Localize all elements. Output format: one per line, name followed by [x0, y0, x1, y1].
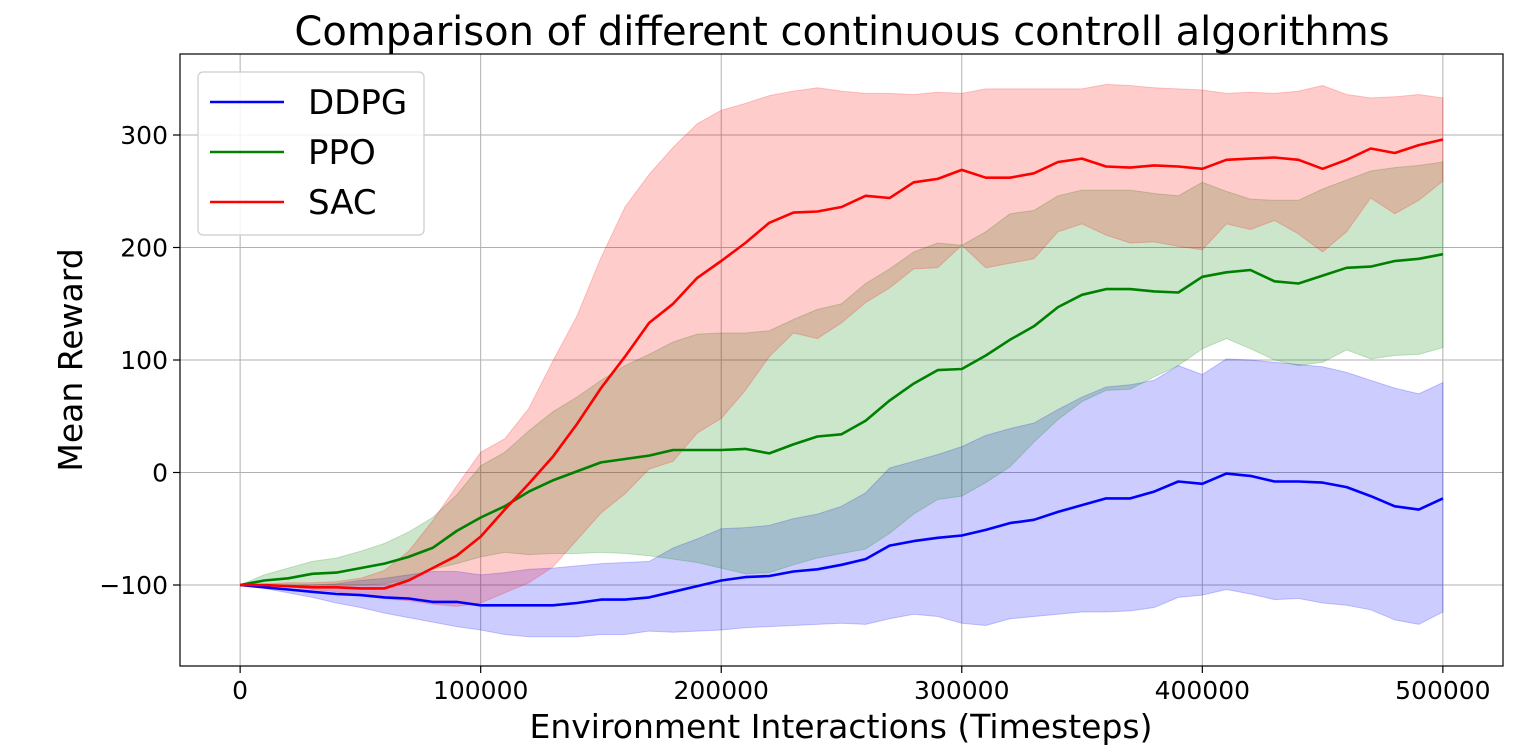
- legend-items: DDPG PPO SAC: [210, 83, 407, 223]
- sac-mean-line: [240, 138, 1444, 590]
- x-tick-label: 200000: [674, 676, 769, 705]
- x-axis-label: Environment Interactions (Timesteps): [529, 707, 1152, 746]
- y-axis-label: Mean Reward: [51, 248, 90, 471]
- legend-label-ddpg: DDPG: [308, 83, 407, 123]
- chart-title: Comparison of different continuous contr…: [294, 9, 1389, 55]
- legend-label-sac: SAC: [308, 183, 377, 223]
- ddpg-confidence-band: [240, 358, 1444, 638]
- legend: DDPG PPO SAC: [197, 71, 425, 236]
- ppo-mean-line: [239, 252, 1444, 587]
- x-tick-label: 400000: [1155, 676, 1250, 705]
- y-tick-label: 300: [120, 121, 168, 150]
- x-tick-label: 100000: [433, 676, 528, 705]
- ddpg-mean-line: [239, 472, 1444, 607]
- y-tick-label: 0: [152, 459, 168, 488]
- legend-box: [197, 71, 425, 236]
- y-tick-label: 200: [120, 234, 168, 263]
- band-layer: [239, 83, 1444, 638]
- legend-label-ppo: PPO: [308, 133, 376, 173]
- y-tick-label: −100: [99, 571, 168, 600]
- y-tick-label: 100: [120, 346, 168, 375]
- x-axis-ticks: 0 100000 200000 300000 400000 500000: [232, 666, 1491, 705]
- x-tick-label: 0: [232, 676, 248, 705]
- line-layer: [239, 138, 1444, 607]
- y-axis-ticks: −100 0 100 200 300: [99, 121, 180, 600]
- x-tick-label: 300000: [914, 676, 1009, 705]
- x-tick-label: 500000: [1395, 676, 1490, 705]
